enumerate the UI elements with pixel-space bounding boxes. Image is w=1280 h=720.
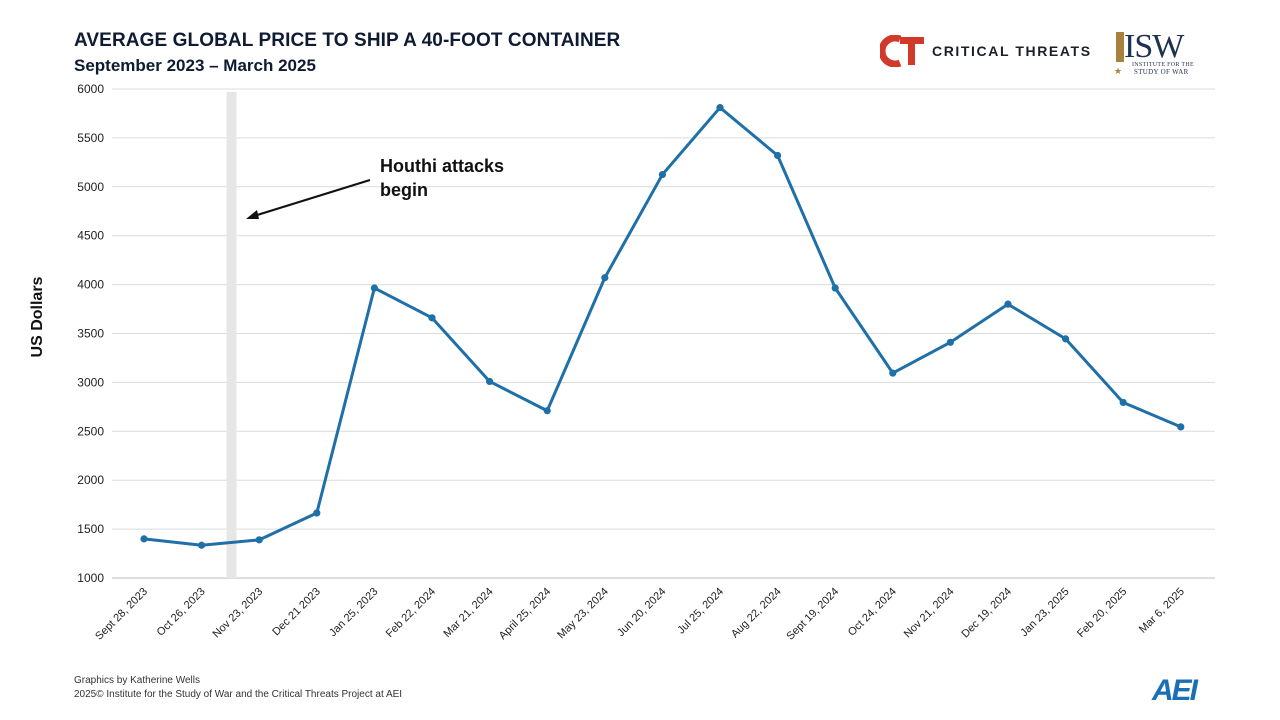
data-point (1004, 300, 1012, 308)
y-tick-label: 3000 (77, 375, 104, 389)
data-point (428, 314, 436, 322)
aei-logo-text: AEI (1152, 674, 1198, 707)
isw-logo-sub2: STUDY OF WAR (1134, 68, 1189, 76)
annotation-arrow (246, 178, 371, 219)
star-icon: ★ (1114, 66, 1123, 76)
chart-subtitle: September 2023 – March 2025 (74, 56, 316, 75)
x-tick-label: Mar 21, 2024 (441, 586, 495, 640)
data-point (255, 536, 263, 544)
x-tick-label: Mar 6, 2025 (1137, 586, 1187, 636)
data-point (946, 338, 955, 346)
y-tick-label: 1500 (77, 522, 104, 536)
x-tick-label: May 23, 2024 (555, 586, 611, 642)
data-point (140, 535, 148, 543)
x-tick-label: April 25, 2024 (497, 586, 553, 642)
data-point (716, 103, 724, 112)
x-tick-labels: Sept 28, 2023 Oct 26, 2023 Nov 23, 2023 Dec… (93, 586, 1187, 643)
data-point (543, 407, 551, 415)
credit-line-2: 2025© Institute for the Study of War and… (74, 689, 403, 700)
x-tick-label: Feb 22, 2024 (384, 586, 438, 640)
data-point (313, 509, 321, 517)
ct-logo-icon (880, 35, 924, 67)
y-tick-label: 5000 (77, 180, 104, 194)
isw-logo-letters: ISW (1124, 28, 1184, 65)
chart-title: AVERAGE GLOBAL PRICE TO SHIP A 40-FOOT C… (74, 30, 621, 51)
critical-threats-logo: CRITICAL THREATS (880, 35, 1092, 67)
y-axis-label: US Dollars (29, 276, 46, 358)
data-point (1062, 335, 1070, 343)
y-tick-label: 3500 (77, 327, 104, 341)
x-tick-label: Jan 23, 2025 (1018, 586, 1071, 639)
x-tick-label: Aug 22, 2024 (729, 586, 784, 641)
x-tick-label: Nov 23, 2023 (211, 586, 266, 641)
annotation-line-2: begin (380, 180, 428, 200)
y-tick-label: 4500 (77, 229, 104, 243)
x-tick-label: Oct 24, 2024 (846, 586, 899, 639)
x-tick-label: Oct 26, 2023 (155, 586, 208, 639)
data-point (889, 369, 897, 377)
x-tick-label: Sept 19, 2024 (784, 586, 841, 643)
y-tick-label: 4000 (77, 278, 104, 292)
y-tick-label: 2000 (77, 473, 104, 487)
x-tick-label: Nov 21, 2024 (902, 586, 957, 641)
data-point (198, 541, 206, 549)
x-tick-label: Jun 20, 2024 (615, 586, 668, 639)
isw-column-icon (1116, 32, 1124, 62)
houthi-annotation: Houthi attacks begin (380, 154, 504, 202)
data-point (370, 284, 378, 292)
data-point (831, 284, 839, 292)
y-tick-label: 2500 (77, 424, 104, 438)
data-point (774, 151, 782, 160)
y-tick-label: 1000 (77, 571, 104, 585)
x-tick-label: Jan 25, 2023 (327, 586, 380, 639)
data-points (140, 103, 1185, 549)
data-point (601, 274, 609, 282)
footer-credit: Graphics by Katherine Wells 2025© Instit… (74, 674, 402, 702)
grid-lines (112, 88, 1215, 579)
event-marker-band (226, 92, 237, 578)
x-tick-label: Sept 28, 2023 (93, 586, 150, 643)
data-point (1177, 423, 1185, 431)
y-tick-labels: 1000 1500 2000 2500 3000 3500 4000 4500 5000 5500… (77, 82, 104, 585)
x-tick-label: Dec 21 2023 (270, 586, 323, 639)
x-tick-label: Dec 19, 2024 (959, 586, 1014, 641)
aei-logo: AEI (1152, 674, 1224, 708)
y-tick-label: 5500 (77, 131, 104, 145)
isw-logo: ISW ★ INSTITUTE FOR THE STUDY OF WAR (1110, 28, 1200, 80)
credit-line-1: Graphics by Katherine Wells (74, 675, 200, 686)
y-tick-label: 6000 (77, 82, 104, 96)
data-point (658, 170, 667, 179)
ct-logo-text: CRITICAL THREATS (932, 43, 1092, 59)
x-tick-label: Feb 20, 2025 (1075, 586, 1129, 640)
annotation-line-1: Houthi attacks (380, 156, 505, 176)
isw-logo-sub: INSTITUTE FOR THE (1132, 62, 1194, 68)
x-tick-label: Jul 25, 2024 (675, 586, 726, 637)
data-point (1119, 398, 1127, 407)
data-point (486, 377, 494, 386)
